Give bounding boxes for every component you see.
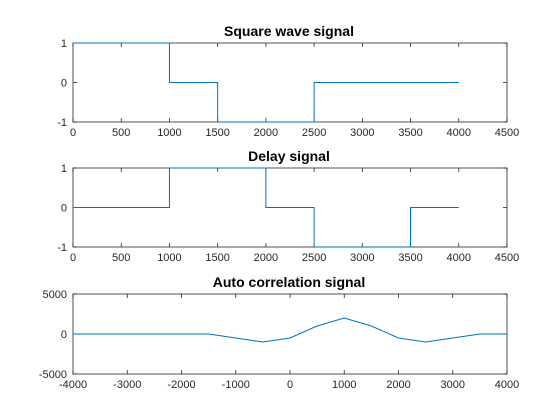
y-tick-label: -1	[57, 242, 67, 254]
x-tick-label: 0	[70, 252, 76, 264]
x-tick-label: 3500	[398, 252, 422, 264]
series-line	[73, 167, 459, 248]
x-tick-label: 500	[112, 127, 130, 139]
x-tick-label: 3000	[441, 379, 465, 391]
x-tick-label: 2000	[386, 379, 410, 391]
x-ticks: -4000 -3000 -2000 -1000 0 1000 2000 3000 4000	[59, 294, 519, 391]
x-tick-label: 0	[70, 127, 76, 139]
x-ticks: 0 500 1000 1500 2000 2500 3000 3500 4000 4500	[70, 168, 519, 264]
y-tick-label: 0	[61, 203, 67, 215]
x-tick-label: 1000	[157, 127, 181, 139]
y-tick-label: -1	[57, 117, 67, 129]
x-tick-label: 3000	[350, 252, 374, 264]
x-tick-label: 3500	[398, 127, 422, 139]
y-tick-label: 1	[61, 38, 67, 50]
x-tick-label: -4000	[59, 379, 87, 391]
y-tick-label: -5000	[39, 369, 67, 381]
subplot-delay: Delay signal 0 500 1000 1500 2000 2500 3000 350…	[57, 148, 519, 264]
series-line	[73, 317, 507, 343]
x-tick-label: 1000	[332, 379, 356, 391]
subplot-square-wave: Square wave signal 0 500 1000 1500 2000 2500 3…	[57, 23, 519, 139]
x-tick-label: 2000	[254, 127, 278, 139]
x-tick-label: 4000	[447, 252, 471, 264]
x-tick-label: 4000	[447, 127, 471, 139]
x-tick-label: 500	[112, 252, 130, 264]
chart-title: Delay signal	[248, 148, 330, 164]
x-tick-label: -2000	[167, 379, 195, 391]
y-tick-label: 5000	[43, 289, 67, 301]
x-tick-label: 4500	[495, 252, 519, 264]
x-tick-label: 2000	[254, 252, 278, 264]
x-tick-label: 1000	[157, 252, 181, 264]
y-tick-label: 1	[61, 163, 67, 175]
chart-title: Square wave signal	[224, 23, 354, 39]
subplot-autocorrelation: Auto correlation signal -4000 -3000 -2000-…	[39, 274, 519, 391]
x-tick-label: 2500	[302, 252, 326, 264]
chart-title: Auto correlation signal	[213, 274, 365, 290]
x-tick-label: 4000	[495, 379, 519, 391]
x-tick-label: 3000	[350, 127, 374, 139]
x-tick-label: 4500	[495, 127, 519, 139]
x-tick-label: 1500	[205, 252, 229, 264]
x-tick-label: -1000	[222, 379, 250, 391]
x-tick-label: 0	[287, 379, 293, 391]
y-tick-label: 0	[61, 78, 67, 90]
x-tick-label: 2500	[302, 127, 326, 139]
x-tick-label: 1500	[205, 127, 229, 139]
series-line	[73, 42, 459, 123]
y-tick-label: 0	[61, 329, 67, 341]
x-tick-label: -3000	[113, 379, 141, 391]
x-ticks: 0 500 1000 1500 2000 2500 3000 3500 4000 4500	[70, 43, 519, 139]
